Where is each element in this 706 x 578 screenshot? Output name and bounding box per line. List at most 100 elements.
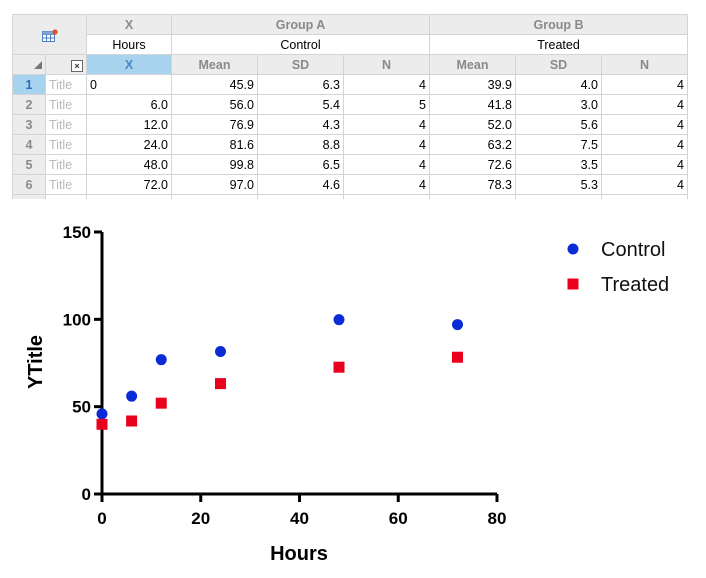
extra-title-cell[interactable] [687,34,688,55]
table-format-button[interactable] [12,14,87,55]
close-icon[interactable]: × [71,59,83,72]
data-grid: X Group A Group B Hours Control Treated … [12,14,688,199]
row-title-cell[interactable]: Title [45,134,87,155]
group-a-sd-header[interactable]: SD [257,54,344,75]
empty-cell[interactable] [687,94,688,115]
empty-cell[interactable] [343,194,430,199]
point-control [96,408,108,420]
cell-a-sd[interactable]: 4.3 [257,114,344,135]
cell-x[interactable]: 0 [86,74,172,95]
cell-a-mean[interactable]: 56.0 [171,94,258,115]
cell-b-n[interactable]: 4 [601,154,688,175]
empty-cell[interactable] [687,154,688,175]
row-title-cell[interactable]: Title [45,94,87,115]
cell-x[interactable]: 72.0 [86,174,172,195]
cell-x[interactable]: 48.0 [86,154,172,175]
cell-a-n[interactable]: 4 [343,174,430,195]
cell-b-sd[interactable]: 3.0 [515,94,602,115]
empty-cell[interactable] [687,174,688,195]
row-number[interactable]: 4 [12,134,46,155]
cell-b-n[interactable]: 4 [601,174,688,195]
cell-a-n[interactable]: 4 [343,74,430,95]
cell-b-mean[interactable]: 72.6 [429,154,516,175]
empty-cell[interactable] [687,114,688,135]
row-title-cell[interactable]: Title [45,174,87,195]
point-treated [215,378,226,390]
cell-a-mean[interactable]: 99.8 [171,154,258,175]
table-row: 5 Title 48.0 99.8 6.5 4 72.6 3.5 4 [12,154,688,175]
table-format-icon [41,28,58,42]
cell-b-n[interactable]: 4 [601,74,688,95]
cell-a-sd[interactable]: 6.5 [257,154,344,175]
cell-b-n[interactable]: 4 [601,94,688,115]
group-b-mean-header[interactable]: Mean [429,54,516,75]
point-treated [96,418,108,430]
cell-a-sd[interactable]: 5.4 [257,94,344,115]
empty-cell[interactable] [429,194,516,199]
legend-marker-control [567,243,579,255]
cell-x[interactable]: 24.0 [86,134,172,155]
row-title-cell[interactable]: Title [45,114,87,135]
table-row: 6 Title 72.0 97.0 4.6 4 78.3 5.3 4 [12,174,688,195]
cell-b-mean[interactable]: 63.2 [429,134,516,155]
cell-a-mean[interactable]: 45.9 [171,74,258,95]
empty-cell[interactable] [687,74,688,95]
cell-a-mean[interactable]: 76.9 [171,114,258,135]
cell-a-n[interactable]: 4 [343,134,430,155]
x-title-cell[interactable]: Hours [86,34,172,55]
x-column-header[interactable]: X [86,54,172,75]
point-control [215,345,226,357]
point-control [126,390,138,402]
empty-cell[interactable] [86,194,172,199]
cell-a-sd[interactable]: 8.8 [257,134,344,155]
group-a-title-cell[interactable]: Control [171,34,430,55]
empty-cell[interactable] [171,194,258,199]
cell-b-n[interactable]: 4 [601,114,688,135]
row-number[interactable]: 2 [12,94,46,115]
row-number[interactable]: 1 [12,74,46,95]
empty-cell[interactable] [601,194,688,199]
group-b-title-cell[interactable]: Treated [429,34,688,55]
cell-b-sd[interactable]: 7.5 [515,134,602,155]
group-b-n-header[interactable]: N [601,54,688,75]
cell-b-sd[interactable]: 4.0 [515,74,602,95]
cell-a-n[interactable]: 4 [343,114,430,135]
row-number[interactable]: 5 [12,154,46,175]
cell-b-mean[interactable]: 41.8 [429,94,516,115]
group-a-mean-header[interactable]: Mean [171,54,258,75]
cell-a-n[interactable]: 5 [343,94,430,115]
group-a-header: Group A [171,14,430,35]
cell-x[interactable]: 12.0 [86,114,172,135]
cell-b-n[interactable]: 4 [601,134,688,155]
row-number[interactable] [12,194,46,199]
cell-b-mean[interactable]: 78.3 [429,174,516,195]
cell-b-sd[interactable]: 5.6 [515,114,602,135]
cell-b-sd[interactable]: 3.5 [515,154,602,175]
cell-b-sd[interactable]: 5.3 [515,174,602,195]
select-all-corner[interactable] [12,54,46,75]
cell-b-mean[interactable]: 52.0 [429,114,516,135]
row-title-cell[interactable]: Title [45,74,87,95]
cell-a-sd[interactable]: 4.6 [257,174,344,195]
row-title-header[interactable]: × [45,54,87,75]
extra-column-subheader[interactable] [687,54,688,75]
cell-a-mean[interactable]: 97.0 [171,174,258,195]
row-number[interactable]: 3 [12,114,46,135]
cell-a-mean[interactable]: 81.6 [171,134,258,155]
group-b-header: Group B [429,14,688,35]
group-b-sd-header[interactable]: SD [515,54,602,75]
cell-x[interactable]: 6.0 [86,94,172,115]
empty-cell[interactable] [687,134,688,155]
row-number[interactable]: 6 [12,174,46,195]
cell-b-mean[interactable]: 39.9 [429,74,516,95]
empty-cell[interactable] [45,194,87,199]
row-title-cell[interactable]: Title [45,154,87,175]
empty-cell[interactable] [257,194,344,199]
cell-a-n[interactable]: 4 [343,154,430,175]
point-treated [452,351,463,363]
cell-a-sd[interactable]: 6.3 [257,74,344,95]
empty-cell[interactable] [687,194,688,199]
empty-cell[interactable] [515,194,602,199]
group-a-n-header[interactable]: N [343,54,430,75]
